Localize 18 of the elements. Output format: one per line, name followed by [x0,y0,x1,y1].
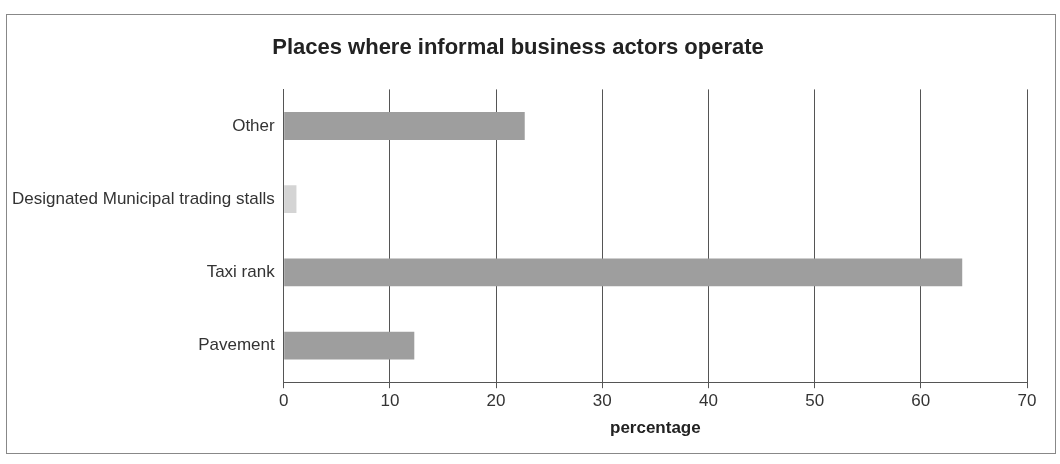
x-tick-label: 10 [380,391,400,411]
y-tick-label: Taxi rank [206,262,276,282]
x-tick-label: 40 [698,391,718,411]
x-tick-label: 20 [486,391,506,411]
bar [284,112,525,140]
x-tick-label: 30 [592,391,612,411]
x-tick-label: 0 [278,391,289,411]
chart-title: Places where informal business actors operate [272,34,764,60]
bar [284,331,415,360]
x-tick-label: 60 [911,391,931,411]
bar [284,258,963,287]
y-tick-label: Other [232,115,276,135]
x-tick-label: 70 [1017,391,1037,411]
y-tick-label: Pavement [198,335,275,355]
y-tick-label: Designated Municipal trading stalls [11,188,275,208]
x-tick-label: 50 [805,391,825,411]
x-axis-title: percentage [610,418,701,438]
bar [284,185,297,214]
